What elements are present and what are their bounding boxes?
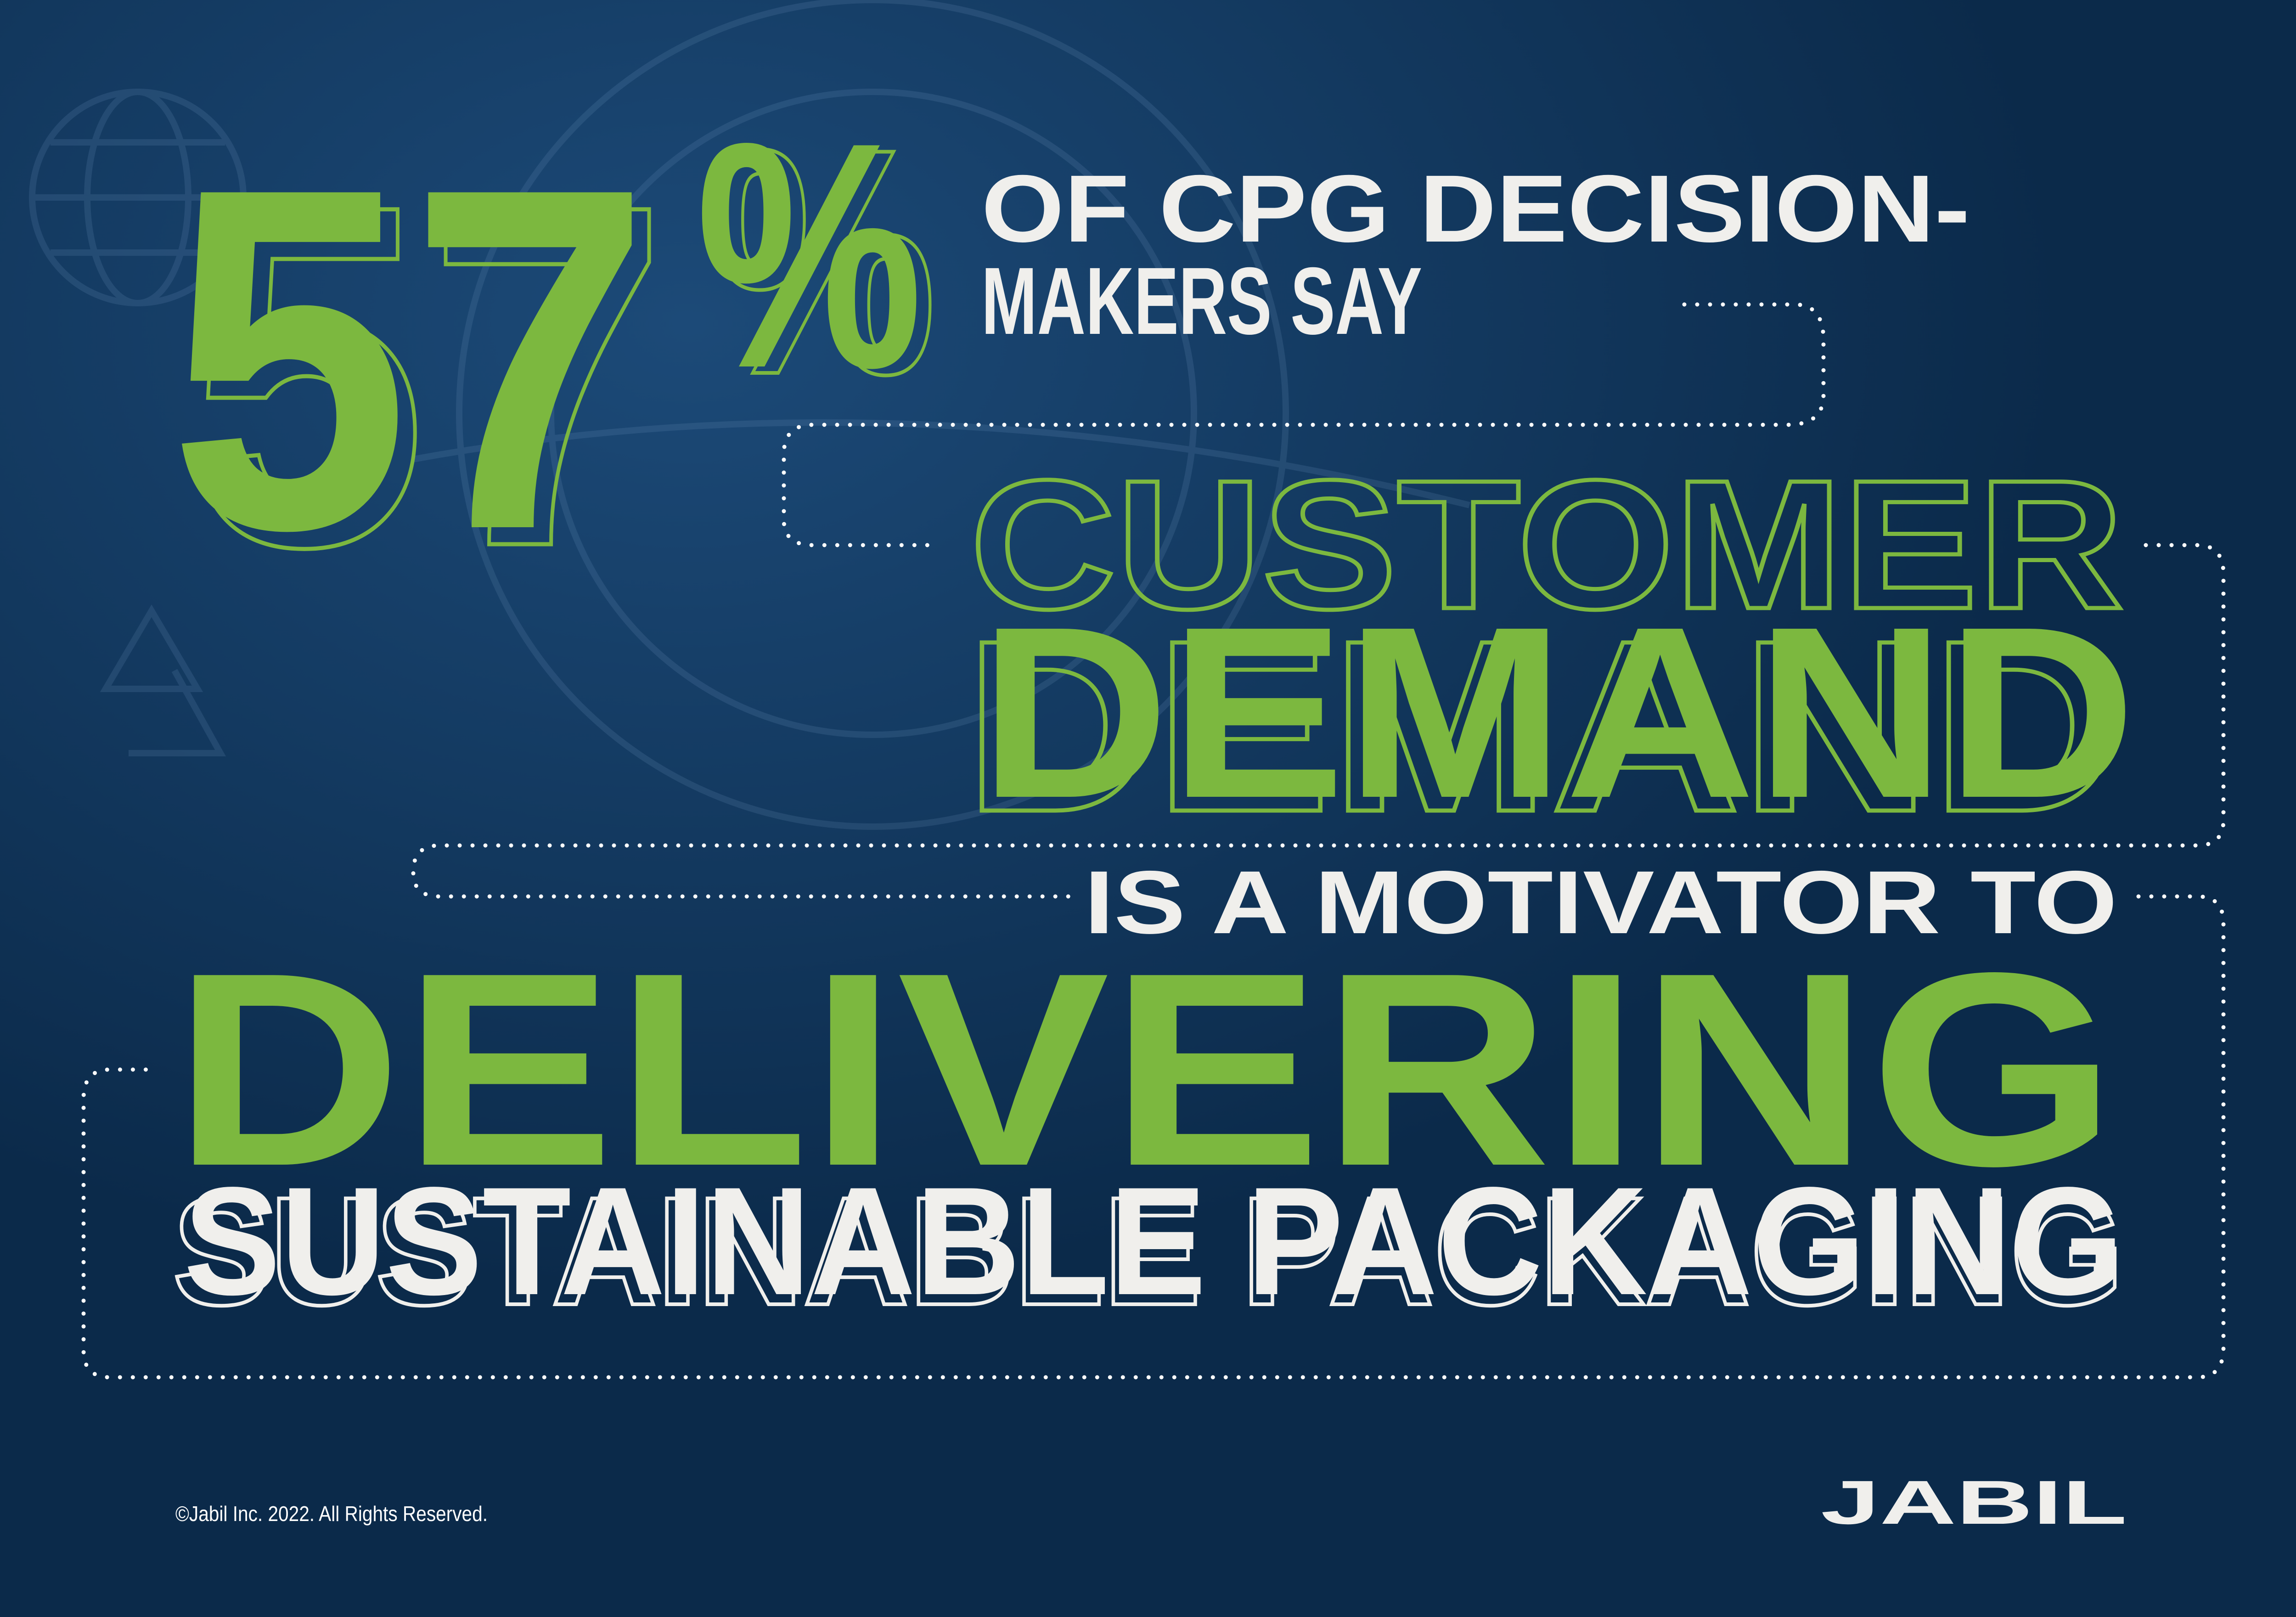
demand-text: DEMAND: [979, 575, 2136, 849]
background-imagery: [29, 0, 1470, 830]
sustainable-packaging-outline: SUSTAINABLE PACKAGING: [173, 1165, 2124, 1337]
dotted-connector-1: [782, 302, 1826, 547]
copyright-text: ©Jabil Inc. 2022. All Rights Reserved.: [175, 1502, 488, 1526]
customer-text: CUSTOMER: [970, 442, 2124, 647]
stat-percent: %: [696, 76, 923, 435]
dotted-connector-3: [81, 894, 2226, 1380]
recycle-icon: [100, 604, 226, 756]
delivering-text: DELIVERING: [173, 916, 2117, 1223]
stat-number: 57: [169, 86, 651, 631]
intro-line-2: MAKERS SAY: [981, 248, 1422, 355]
intro-line-1: OF CPG DECISION-: [981, 156, 1970, 262]
jabil-logo: JABIL: [1821, 1468, 2127, 1537]
motivator-text: IS A MOTIVATOR TO: [1084, 852, 2117, 952]
earth-globe-image: [412, 0, 1470, 830]
dotted-connector: [81, 302, 2226, 1380]
demand-text-outline: DEMAND: [964, 589, 2122, 862]
globe-icon: [29, 89, 247, 306]
stat-percent-outline: %: [709, 82, 937, 441]
dotted-connector-2: [411, 543, 2226, 899]
stat-number-outline: 57: [186, 103, 668, 648]
sustainable-packaging-text: SUSTAINABLE PACKAGING: [184, 1155, 2124, 1327]
